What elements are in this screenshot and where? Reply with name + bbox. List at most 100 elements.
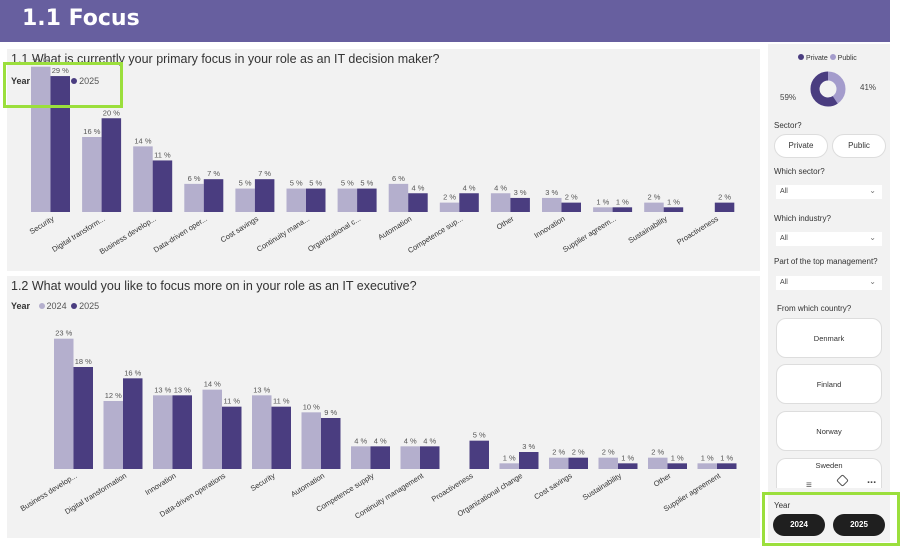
bar-2024[interactable] bbox=[184, 183, 204, 212]
bar-2024[interactable] bbox=[549, 457, 569, 469]
bar-2024[interactable] bbox=[202, 389, 223, 469]
data-label: 14 % bbox=[134, 136, 151, 145]
bar-2024[interactable] bbox=[593, 207, 613, 212]
country-button-sweden[interactable]: Sweden bbox=[776, 458, 882, 488]
bar-2025[interactable] bbox=[306, 188, 326, 212]
bar-2024[interactable] bbox=[400, 446, 421, 469]
data-label: 4 % bbox=[354, 436, 367, 445]
bar-2024[interactable] bbox=[31, 66, 51, 212]
bar-2024[interactable] bbox=[133, 146, 153, 212]
bar-2025[interactable] bbox=[612, 207, 633, 212]
which-sector-dropdown[interactable]: All ⌄ bbox=[776, 185, 882, 199]
bar-2025[interactable] bbox=[561, 202, 582, 212]
year-2024-button[interactable]: 2024 bbox=[773, 514, 825, 536]
bar-2024[interactable] bbox=[697, 463, 718, 469]
chevron-down-icon: ⌄ bbox=[869, 277, 876, 286]
chart-2-legend[interactable]: Year 2024 2025 bbox=[11, 301, 99, 311]
bar-2025[interactable] bbox=[152, 160, 173, 212]
bar-2025[interactable] bbox=[73, 367, 94, 469]
bar-2024[interactable] bbox=[54, 338, 74, 469]
data-label: 7 % bbox=[207, 169, 220, 178]
bar-2025[interactable] bbox=[101, 118, 122, 212]
x-tick-label: Cost savings bbox=[219, 214, 260, 245]
donut-slice-private[interactable] bbox=[810, 71, 846, 107]
bar-2024[interactable] bbox=[337, 188, 358, 212]
data-label: 2 % bbox=[565, 193, 578, 202]
country-button-finland[interactable]: Finland bbox=[776, 364, 882, 404]
data-label: 1 % bbox=[616, 197, 629, 206]
bar-2024[interactable] bbox=[499, 463, 520, 469]
country-button-norway[interactable]: Norway bbox=[776, 411, 882, 451]
bar-2024[interactable] bbox=[542, 197, 562, 212]
data-label: 1 % bbox=[503, 453, 516, 462]
bar-2025[interactable] bbox=[717, 463, 737, 469]
bar-2024[interactable] bbox=[490, 193, 511, 212]
more-options-icon[interactable]: ... bbox=[867, 474, 877, 486]
donut-private-label: 59% bbox=[780, 93, 796, 102]
top-management-dropdown[interactable]: All ⌄ bbox=[776, 276, 882, 290]
bar-2025[interactable] bbox=[370, 446, 391, 469]
legend-2025-label: 2025 bbox=[79, 76, 100, 86]
year-2025-button[interactable]: 2025 bbox=[833, 514, 885, 536]
sector-private-button[interactable]: Private bbox=[774, 134, 828, 158]
data-label: 20 % bbox=[103, 108, 120, 117]
bar-2024[interactable] bbox=[648, 457, 668, 469]
bar-2025[interactable] bbox=[667, 463, 688, 469]
data-label: 10 % bbox=[303, 402, 320, 411]
chart-panel-1: 1.1 What is currently your primary focus… bbox=[7, 49, 760, 271]
sector-label: Sector? bbox=[774, 121, 802, 130]
filter-icon[interactable]: ≡ bbox=[806, 480, 812, 491]
bar-2024[interactable] bbox=[351, 446, 371, 469]
bar-2025[interactable] bbox=[519, 452, 539, 469]
bar-2024[interactable] bbox=[286, 188, 307, 212]
bar-2024[interactable] bbox=[252, 395, 272, 469]
bar-2025[interactable] bbox=[222, 406, 242, 469]
page-header: 1.1 Focus bbox=[0, 0, 890, 42]
bar-2025[interactable] bbox=[271, 406, 292, 469]
x-tick-label: Automation bbox=[289, 471, 326, 499]
bar-2025[interactable] bbox=[203, 179, 224, 212]
bar-2024[interactable] bbox=[439, 202, 460, 212]
bar-2025[interactable] bbox=[254, 179, 275, 212]
bar-2025[interactable] bbox=[321, 418, 341, 469]
bar-2025[interactable] bbox=[568, 457, 589, 469]
donut-legend-public: Public bbox=[837, 55, 857, 62]
public-swatch bbox=[829, 54, 836, 60]
country-sweden-label: Sweden bbox=[815, 461, 843, 470]
data-label: 13 % bbox=[253, 385, 270, 394]
bar-2025[interactable] bbox=[469, 440, 490, 469]
bar-2025[interactable] bbox=[50, 76, 71, 212]
bar-2024[interactable] bbox=[598, 457, 619, 469]
bar-2025[interactable] bbox=[357, 188, 377, 212]
data-label: 9 % bbox=[324, 408, 337, 417]
bar-2024[interactable] bbox=[301, 412, 322, 469]
data-label: 1 % bbox=[596, 197, 609, 206]
which-sector-value: All bbox=[780, 188, 788, 195]
bar-2025[interactable] bbox=[408, 193, 428, 212]
bar-2025[interactable] bbox=[714, 202, 735, 212]
bar-2025[interactable] bbox=[123, 378, 143, 469]
data-label: 5 % bbox=[309, 179, 322, 188]
bar-2024[interactable] bbox=[388, 183, 409, 212]
top-management-label: Part of the top management? bbox=[774, 257, 878, 266]
bar-2025[interactable] bbox=[618, 463, 638, 469]
sector-donut-chart[interactable]: 59% 41% bbox=[768, 62, 890, 126]
data-label: 5 % bbox=[473, 431, 486, 440]
bar-2024[interactable] bbox=[644, 202, 664, 212]
bar-2024[interactable] bbox=[103, 401, 124, 469]
data-label: 18 % bbox=[75, 357, 92, 366]
data-label: 16 % bbox=[124, 368, 141, 377]
x-tick-label: Competence sup... bbox=[406, 214, 464, 255]
bar-2025[interactable] bbox=[172, 395, 193, 469]
bar-2024[interactable] bbox=[235, 188, 255, 212]
bar-2024[interactable] bbox=[82, 137, 102, 212]
country-button-denmark[interactable]: Denmark bbox=[776, 318, 882, 358]
which-industry-dropdown[interactable]: All ⌄ bbox=[776, 232, 882, 246]
data-label: 12 % bbox=[105, 391, 122, 400]
bar-2025[interactable] bbox=[663, 207, 684, 212]
bar-2025[interactable] bbox=[420, 446, 440, 469]
bar-2025[interactable] bbox=[459, 193, 479, 212]
sector-public-button[interactable]: Public bbox=[832, 134, 886, 158]
bar-2024[interactable] bbox=[153, 395, 173, 469]
bar-2025[interactable] bbox=[510, 197, 530, 212]
